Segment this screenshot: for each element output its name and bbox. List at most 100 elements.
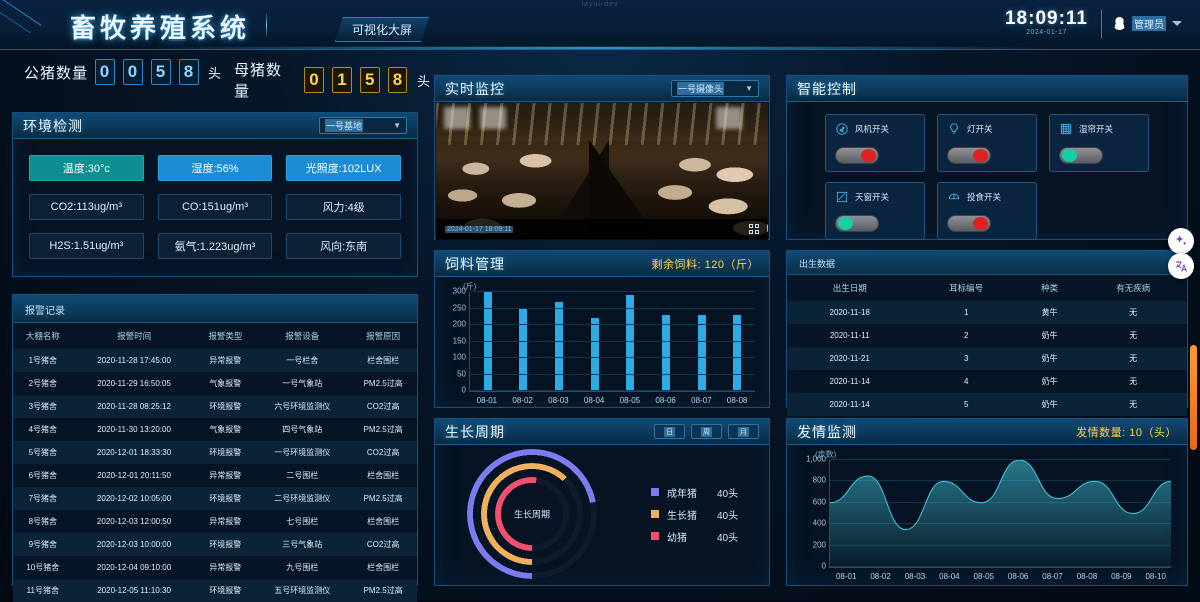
estrus-chart: (步数) 0 200 400 600 800 1,000 08-01 08-02 08-03 0…: [787, 445, 1187, 585]
feed-bar-08-01[interactable]: [483, 292, 492, 391]
feed-bar-08-04[interactable]: [590, 318, 599, 391]
feed-bar-08-03[interactable]: [555, 301, 564, 391]
table-row[interactable]: 2号猪舍 2020-11-29 16:50:05 气象报警 一号气象站 PM2.5过高: [13, 372, 417, 395]
gridline: 0: [462, 386, 755, 395]
table-row[interactable]: 10号猪舍 2020-12-04 09:10:00 异常报警 九号围栏 栏舍围栏: [13, 556, 417, 579]
growth-range-button[interactable]: 日: [654, 424, 685, 439]
sparkle-icon[interactable]: [1168, 228, 1194, 254]
growth-range-button[interactable]: 月: [728, 424, 759, 439]
environment-metric-3[interactable]: 光照度:102LUX: [286, 155, 401, 181]
environment-base-select[interactable]: 一号基地 ▼: [319, 117, 407, 134]
birth-column-header: 种类: [1019, 275, 1080, 301]
environment-metric-2[interactable]: 湿度:56%: [157, 155, 273, 181]
estrus-area-series[interactable]: [830, 460, 1171, 567]
environment-metric-5[interactable]: CO:151ug/m³: [157, 194, 273, 220]
control-switch-feeder[interactable]: 投食开关: [937, 182, 1037, 240]
environment-metric-8[interactable]: 氨气:1.223ug/m³: [157, 233, 273, 259]
alarm-cell: 环境报警: [195, 487, 256, 510]
control-switch-toggle[interactable]: [835, 147, 879, 164]
table-row[interactable]: 5号猪舍 2020-12-01 18:33:30 环境报警 一号环境监测仪 CO2过高: [13, 441, 417, 464]
legend-swatch: [651, 532, 659, 540]
table-row[interactable]: 2020-11-21 3 奶牛无: [787, 347, 1187, 370]
feed-y-tick: 0: [461, 385, 466, 395]
alarm-cell: 气象报警: [195, 418, 256, 441]
table-row[interactable]: 11号猪舍 2020-12-05 11:10:30 环境报警 五号环境监测仪 PM2.5…: [13, 579, 417, 602]
estrus-panel: 发情监测 发情数量: 10（头） (步数) 0 200 400 600 800 1,000…: [786, 418, 1188, 586]
alarm-cell: 气象报警: [195, 372, 256, 395]
control-switch-toggle[interactable]: [1059, 147, 1103, 164]
boar-counter-unit: 头: [208, 65, 222, 81]
gridline: 300: [453, 287, 755, 296]
fullscreen-icon[interactable]: [749, 224, 759, 234]
feed-bar-08-08[interactable]: [733, 315, 742, 391]
birth-cell: 2020-11-14: [787, 370, 913, 393]
control-switch-curtain[interactable]: 湿帘开关: [1049, 114, 1149, 172]
camera-select[interactable]: 一号摄像头 ▼: [671, 80, 759, 97]
scrollbar-track[interactable]: [1190, 345, 1197, 450]
growth-range-button[interactable]: 周: [691, 424, 722, 439]
table-row[interactable]: 2020-11-14 5 奶牛无: [787, 393, 1187, 416]
control-switch-toggle[interactable]: [947, 147, 991, 164]
growth-ring-成年猪[interactable]: [467, 449, 597, 579]
table-row[interactable]: 2020-11-11 2 奶牛无: [787, 324, 1187, 347]
alarm-cell: 三号气象站: [255, 533, 350, 556]
feed-bar-08-06[interactable]: [661, 315, 670, 391]
alarm-cell: 2020-12-05 11:10:30: [72, 579, 196, 602]
birth-cell: 无: [1079, 347, 1187, 370]
birth-cell: 无: [1079, 370, 1187, 393]
feed-x-tick: 08-01: [476, 396, 498, 405]
feed-bar-08-05[interactable]: [626, 295, 635, 391]
camera-feed[interactable]: 2024-01-17 18:09:11: [436, 103, 768, 240]
environment-metric-9[interactable]: 风向:东南: [286, 233, 401, 259]
monitor-panel-header: 实时监控 一号摄像头 ▼: [435, 76, 769, 102]
control-switch-toggle[interactable]: [835, 215, 879, 232]
control-switch-label: 投食开关: [967, 192, 1002, 202]
estrus-x-tick: 08-06: [1007, 572, 1029, 581]
environment-metric-1[interactable]: 温度:30°c: [29, 155, 144, 181]
table-row[interactable]: 1号猪舍 2020-11-28 17:45:00 异常报警 一号栏舍 栏舍围栏: [13, 349, 417, 372]
translate-icon[interactable]: [1168, 253, 1194, 279]
alarm-cell: 一号环境监测仪: [255, 441, 350, 464]
control-switch-skylight[interactable]: 天窗开关: [825, 182, 925, 240]
alarm-cell: 2020-11-28 17:45:00: [72, 349, 196, 372]
feed-bar-08-02[interactable]: [519, 308, 528, 391]
control-switch-bulb[interactable]: 灯开关: [937, 114, 1037, 172]
boar-digit: 8: [178, 59, 199, 85]
growth-legend-item[interactable]: 成年猪 40头: [651, 485, 738, 500]
alarm-cell: 2020-11-28 08:25:12: [72, 395, 196, 418]
table-row[interactable]: 9号猪舍 2020-12-03 10:00:00 环境报警 三号气象站 CO2过高: [13, 533, 417, 556]
environment-metric-6[interactable]: 风力:4级: [286, 194, 401, 220]
control-switch-toggle[interactable]: [947, 215, 991, 232]
estrus-x-tick: 08-01: [835, 572, 857, 581]
environment-metric-7[interactable]: H2S:1.51ug/m³: [29, 233, 144, 259]
growth-legend-item[interactable]: 生长猪 40头: [651, 507, 738, 522]
alarm-cell: 环境报警: [195, 441, 256, 464]
feed-y-tick: 100: [452, 352, 466, 362]
boar-counter: 公猪数量 0 0 5 8 头: [24, 59, 221, 85]
table-row[interactable]: 6号猪舍 2020-12-01 20:11:50 异常报警 二号围栏 栏舍围栏: [13, 464, 417, 487]
legend-label: 生长猪: [667, 510, 697, 522]
control-switch-fan[interactable]: 风机开关: [825, 114, 925, 172]
table-row[interactable]: 8号猪舍 2020-12-03 12:00:50 异常报警 七号围栏 栏舍围栏: [13, 510, 417, 533]
scrollbar-thumb[interactable]: [1190, 345, 1197, 450]
feed-bar-08-07[interactable]: [697, 315, 706, 391]
table-row[interactable]: 2020-11-14 4 奶牛无: [787, 370, 1187, 393]
table-row[interactable]: 3号猪舍 2020-11-28 08:25:12 环境报警 六号环境监测仪 CO2过高: [13, 395, 417, 418]
alarm-column-header: 报警时间: [72, 323, 196, 349]
alarm-cell: 异常报警: [195, 464, 256, 487]
alarm-column-header: 大棚名称: [13, 323, 73, 349]
table-row[interactable]: 7号猪舍 2020-12-02 10:05:00 环境报警 二号环境监测仪 PM2.5过…: [13, 487, 417, 510]
chevron-down-icon[interactable]: [1172, 21, 1182, 26]
visualization-badge[interactable]: 可视化大屏: [335, 17, 429, 42]
environment-metric-4[interactable]: CO2:113ug/m³: [29, 194, 144, 220]
birth-cell: 黄牛: [1019, 301, 1080, 324]
estrus-x-tick: 08-03: [904, 572, 926, 581]
sow-digit: 8: [387, 67, 408, 93]
alarm-cell: 五号环境监测仪: [255, 579, 350, 602]
birth-column-header: 有无疾病: [1079, 275, 1187, 301]
control-switch-label: 风机开关: [855, 124, 890, 134]
table-row[interactable]: 4号猪舍 2020-11-30 13:20:00 气象报警 四号气象站 PM2.5过高: [13, 418, 417, 441]
user-menu[interactable]: 管理员: [1113, 16, 1182, 31]
growth-legend-item[interactable]: 幼猪 40头: [651, 529, 738, 544]
table-row[interactable]: 2020-11-18 1 黄牛无: [787, 301, 1187, 324]
